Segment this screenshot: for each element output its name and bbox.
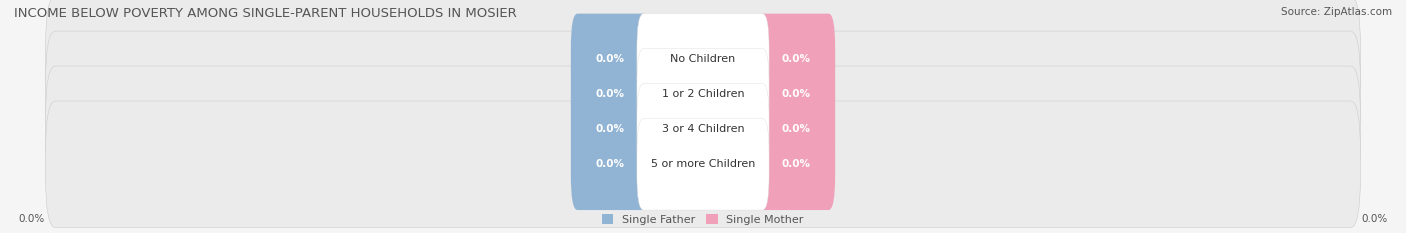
FancyBboxPatch shape	[637, 84, 769, 175]
Text: Source: ZipAtlas.com: Source: ZipAtlas.com	[1281, 7, 1392, 17]
FancyBboxPatch shape	[45, 31, 1361, 158]
Text: 0.0%: 0.0%	[780, 159, 810, 169]
Text: 0.0%: 0.0%	[596, 124, 626, 134]
FancyBboxPatch shape	[756, 118, 835, 210]
Text: INCOME BELOW POVERTY AMONG SINGLE-PARENT HOUSEHOLDS IN MOSIER: INCOME BELOW POVERTY AMONG SINGLE-PARENT…	[14, 7, 517, 20]
FancyBboxPatch shape	[637, 118, 769, 210]
Text: 5 or more Children: 5 or more Children	[651, 159, 755, 169]
FancyBboxPatch shape	[45, 0, 1361, 123]
FancyBboxPatch shape	[637, 14, 769, 105]
FancyBboxPatch shape	[45, 66, 1361, 192]
Text: 0.0%: 0.0%	[18, 214, 45, 224]
Text: 0.0%: 0.0%	[596, 55, 626, 64]
Text: 0.0%: 0.0%	[596, 89, 626, 99]
Text: 0.0%: 0.0%	[596, 159, 626, 169]
Text: 0.0%: 0.0%	[780, 89, 810, 99]
FancyBboxPatch shape	[571, 14, 650, 105]
FancyBboxPatch shape	[571, 84, 650, 175]
FancyBboxPatch shape	[756, 14, 835, 105]
Text: 0.0%: 0.0%	[1361, 214, 1388, 224]
Text: 0.0%: 0.0%	[780, 124, 810, 134]
Text: No Children: No Children	[671, 55, 735, 64]
Text: 3 or 4 Children: 3 or 4 Children	[662, 124, 744, 134]
FancyBboxPatch shape	[637, 49, 769, 140]
FancyBboxPatch shape	[756, 49, 835, 140]
Legend: Single Father, Single Mother: Single Father, Single Mother	[598, 210, 808, 229]
FancyBboxPatch shape	[45, 101, 1361, 228]
FancyBboxPatch shape	[756, 84, 835, 175]
FancyBboxPatch shape	[571, 118, 650, 210]
Text: 0.0%: 0.0%	[780, 55, 810, 64]
Text: 1 or 2 Children: 1 or 2 Children	[662, 89, 744, 99]
FancyBboxPatch shape	[571, 49, 650, 140]
